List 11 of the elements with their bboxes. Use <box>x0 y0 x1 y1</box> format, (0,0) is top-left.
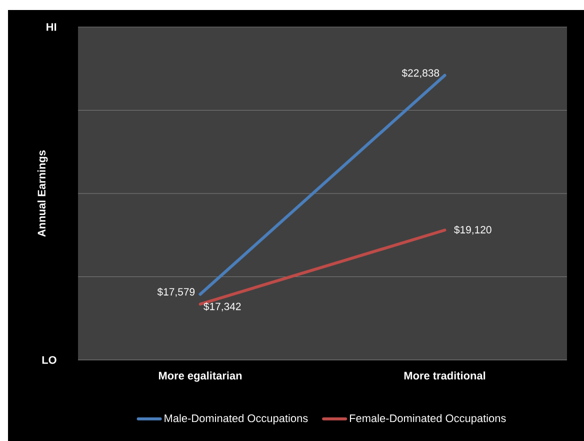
data-label: $17,342 <box>204 302 241 312</box>
data-label: $19,120 <box>454 226 492 235</box>
data-label: $22,838 <box>402 68 440 78</box>
y-axis-title: Annual Earnings <box>37 150 48 237</box>
legend-label: Male-Dominated Occupations <box>164 414 308 424</box>
legend-label: Female-Dominated Occupations <box>350 414 506 424</box>
x-tick-label: More egalitarian <box>158 371 242 382</box>
text: LO <box>42 356 56 364</box>
text: HI <box>46 23 56 31</box>
x-tick-label: More traditional <box>404 371 486 380</box>
data-label: $17,579 <box>157 288 195 297</box>
